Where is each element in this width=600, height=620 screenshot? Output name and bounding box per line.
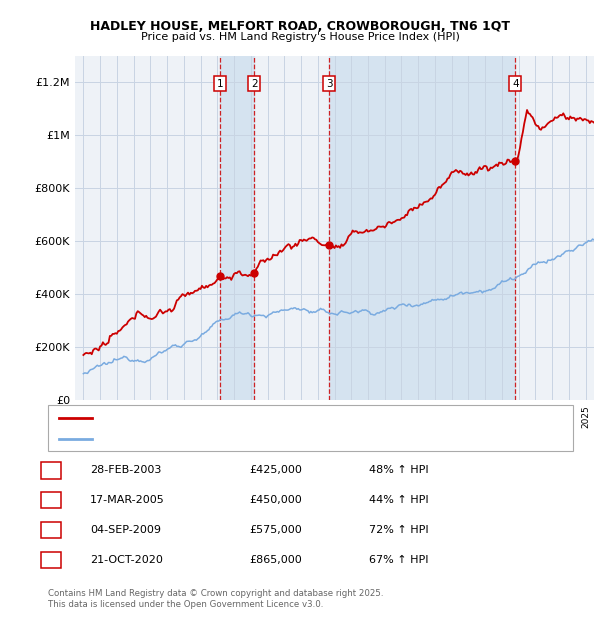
Text: 17-MAR-2005: 17-MAR-2005 — [90, 495, 165, 505]
Text: 28-FEB-2003: 28-FEB-2003 — [90, 466, 161, 476]
Text: 2: 2 — [47, 495, 55, 505]
Text: 48% ↑ HPI: 48% ↑ HPI — [369, 466, 428, 476]
Text: 3: 3 — [47, 525, 55, 535]
Text: 1: 1 — [217, 79, 223, 89]
Text: 67% ↑ HPI: 67% ↑ HPI — [369, 555, 428, 565]
Text: 4: 4 — [512, 79, 518, 89]
Bar — [329, 56, 515, 400]
Text: £450,000: £450,000 — [249, 495, 302, 505]
Text: 72% ↑ HPI: 72% ↑ HPI — [369, 525, 428, 535]
Text: HADLEY HOUSE, MELFORT ROAD, CROWBOROUGH, TN6 1QT: HADLEY HOUSE, MELFORT ROAD, CROWBOROUGH,… — [90, 20, 510, 33]
Text: 4: 4 — [47, 555, 55, 565]
Text: 3: 3 — [326, 79, 332, 89]
Bar — [220, 56, 254, 400]
Text: HPI: Average price, detached house, Wealden: HPI: Average price, detached house, Weal… — [99, 433, 326, 443]
Text: £425,000: £425,000 — [249, 466, 302, 476]
Text: 21-OCT-2020: 21-OCT-2020 — [90, 555, 163, 565]
Text: Price paid vs. HM Land Registry's House Price Index (HPI): Price paid vs. HM Land Registry's House … — [140, 32, 460, 42]
Text: Contains HM Land Registry data © Crown copyright and database right 2025.
This d: Contains HM Land Registry data © Crown c… — [48, 590, 383, 609]
Text: 2: 2 — [251, 79, 257, 89]
Text: HADLEY HOUSE, MELFORT ROAD, CROWBOROUGH, TN6 1QT (detached house): HADLEY HOUSE, MELFORT ROAD, CROWBOROUGH,… — [99, 414, 491, 423]
Text: £865,000: £865,000 — [249, 555, 302, 565]
Text: 1: 1 — [47, 466, 55, 476]
Text: 04-SEP-2009: 04-SEP-2009 — [90, 525, 161, 535]
Text: £575,000: £575,000 — [249, 525, 302, 535]
Text: 44% ↑ HPI: 44% ↑ HPI — [369, 495, 428, 505]
